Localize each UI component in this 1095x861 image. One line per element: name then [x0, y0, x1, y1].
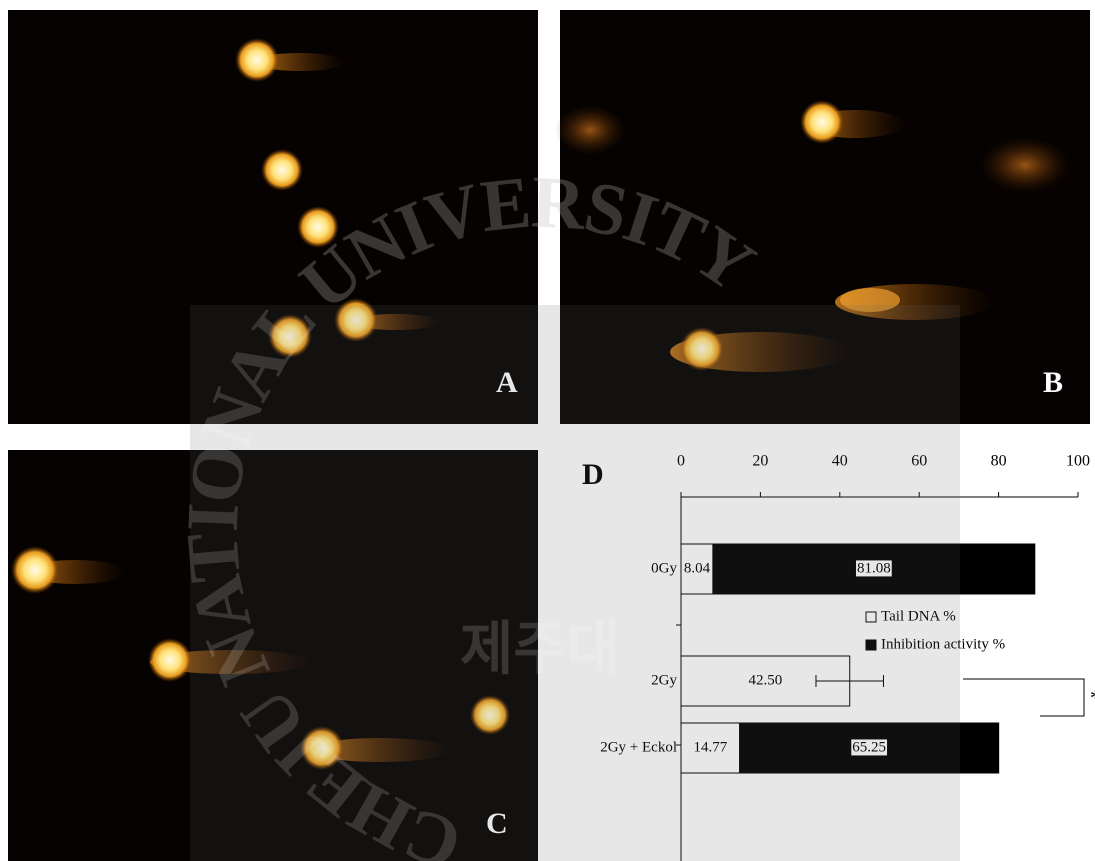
annotation: * [1090, 685, 1095, 710]
x-tick-label: 80 [991, 453, 1007, 470]
bracket [963, 679, 1084, 716]
watermark-seal: 제주대 [460, 616, 620, 681]
x-tick-label: 100 [1066, 453, 1090, 470]
figure: A B C D 0204060801000Gy8.0481.082Gy42.50… [0, 0, 1095, 861]
panel-label: B [1043, 366, 1063, 399]
